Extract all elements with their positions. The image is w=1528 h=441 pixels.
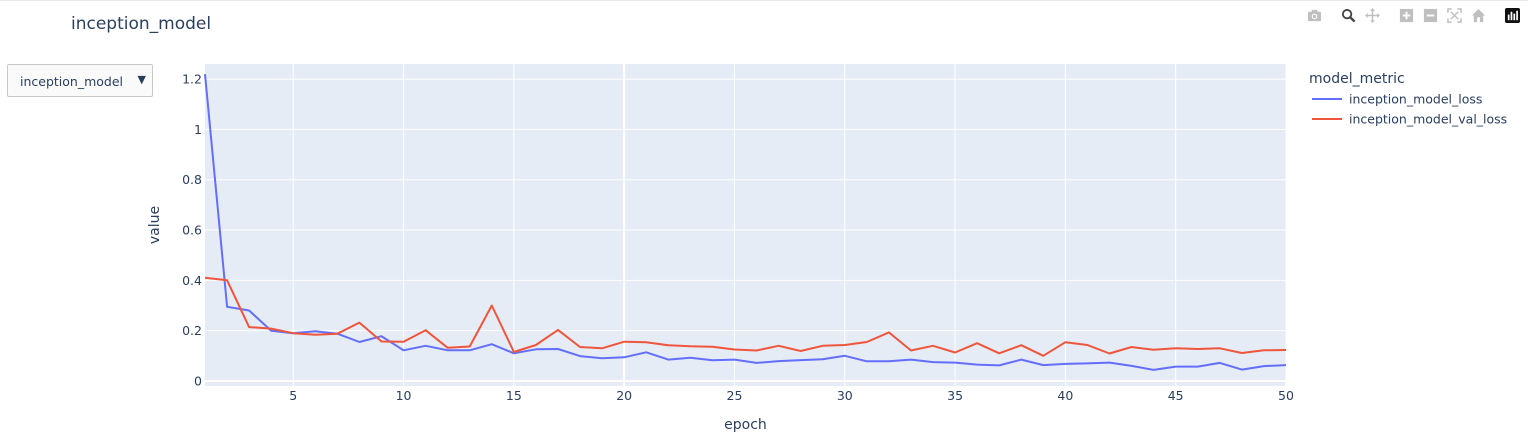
legend-item-label: inception_model_val_loss bbox=[1349, 112, 1507, 127]
y-tick-label: 1 bbox=[194, 122, 202, 137]
page-title: inception_model bbox=[71, 14, 212, 34]
y-tick-label: 0 bbox=[194, 373, 202, 388]
traces bbox=[204, 74, 1287, 371]
series-line-inception_model_loss bbox=[204, 74, 1287, 371]
x-tick-label: 50 bbox=[1278, 388, 1294, 403]
x-tick-label: 25 bbox=[727, 388, 743, 403]
dropdown-selected-label: inception_model bbox=[20, 74, 124, 89]
y-tick-label: 1.2 bbox=[182, 72, 202, 87]
plot-area[interactable] bbox=[205, 64, 1286, 386]
pan-icon[interactable] bbox=[1360, 6, 1384, 24]
autoscale-icon[interactable] bbox=[1442, 6, 1466, 24]
y-tick-label: 0.6 bbox=[182, 223, 202, 238]
chevron-down-icon: ▼ bbox=[137, 73, 146, 86]
x-tick-label: 15 bbox=[506, 388, 522, 403]
x-tick-label: 35 bbox=[947, 388, 963, 403]
zoom-icon[interactable] bbox=[1336, 6, 1360, 24]
x-tick-label: 10 bbox=[396, 388, 412, 403]
series-line-inception_model_val_loss bbox=[204, 276, 1287, 357]
zoom-in-icon[interactable] bbox=[1394, 6, 1418, 24]
y-tick-label: 0.4 bbox=[182, 273, 202, 288]
reset-axes-icon[interactable] bbox=[1466, 6, 1490, 24]
y-gridlines bbox=[205, 78, 1286, 382]
x-tick-label: 5 bbox=[289, 388, 297, 403]
x-tick-label: 20 bbox=[616, 388, 632, 403]
legend-item-label: inception_model_loss bbox=[1349, 92, 1482, 107]
x-tick-labels: 5 10 15 20 25 30 35 40 45 50 bbox=[289, 388, 1294, 403]
x-axis-title: epoch bbox=[724, 417, 767, 433]
x-tick-label: 45 bbox=[1168, 388, 1184, 403]
y-tick-label: 0.8 bbox=[182, 172, 202, 187]
model-dropdown[interactable]: inception_model ▼ bbox=[7, 64, 153, 97]
legend-title: model_metric bbox=[1309, 71, 1405, 87]
y-axis-title: value bbox=[147, 206, 163, 244]
plotly-logo-icon[interactable] bbox=[1500, 6, 1524, 24]
modebar bbox=[1302, 6, 1524, 24]
y-tick-label: 0.2 bbox=[182, 323, 202, 338]
top-border bbox=[0, 0, 1528, 1]
legend: model_metric inception_model_lossincepti… bbox=[1309, 71, 1507, 127]
x-gridlines bbox=[292, 64, 1287, 386]
x-tick-label: 30 bbox=[837, 388, 853, 403]
x-tick-label: 40 bbox=[1057, 388, 1073, 403]
zoom-out-icon[interactable] bbox=[1418, 6, 1442, 24]
camera-icon[interactable] bbox=[1302, 6, 1326, 24]
y-tick-labels: 0 0.2 0.4 0.6 0.8 1 1.2 bbox=[182, 72, 202, 389]
